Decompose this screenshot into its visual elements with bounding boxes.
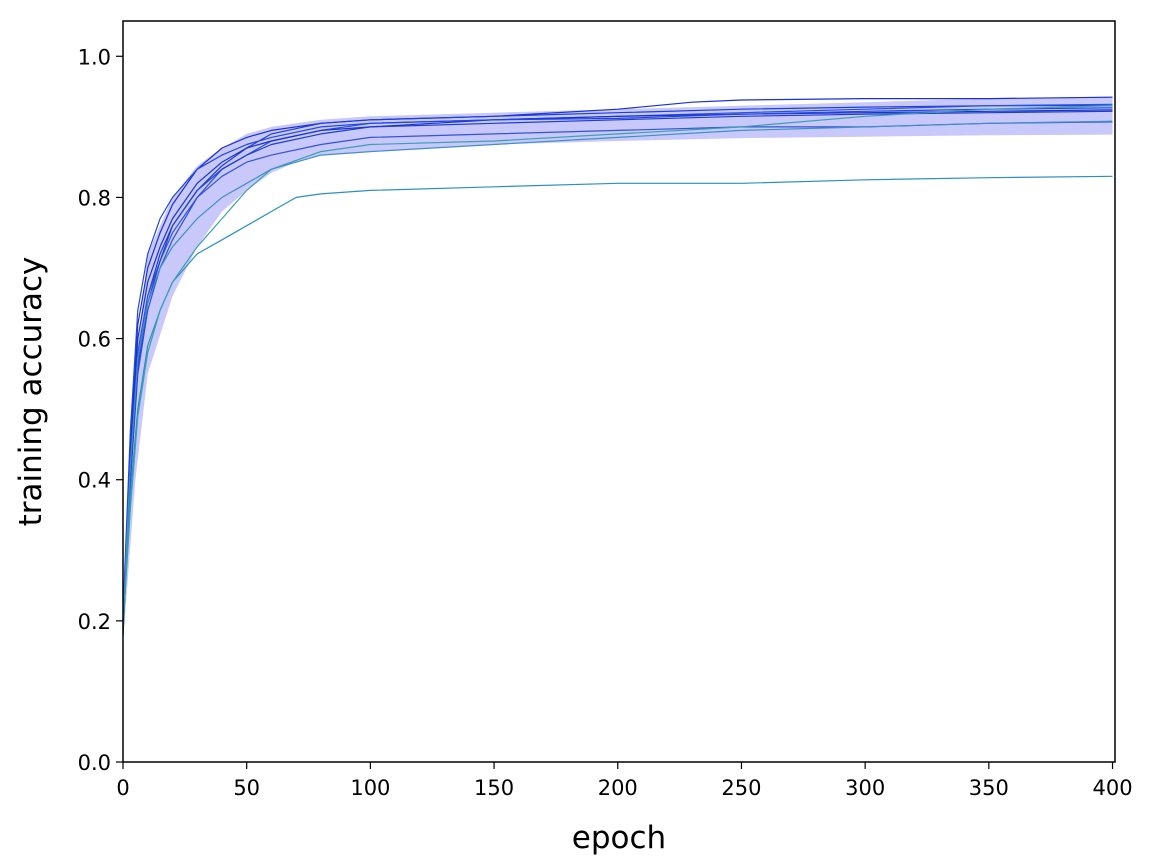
series-line-10 (122, 120, 1113, 621)
y-tick-label: 0.4 (78, 469, 111, 493)
series-line-6 (122, 121, 1113, 628)
y-axis-ticks: 0.0 0.2 0.4 0.6 0.8 1.0 (78, 45, 123, 775)
x-tick-label: 50 (233, 776, 260, 800)
x-tick-label: 300 (845, 776, 885, 800)
x-tick-label: 200 (598, 776, 638, 800)
series-line-9 (122, 105, 1113, 628)
series-line-8 (122, 175, 1113, 621)
series-line-1 (122, 96, 1113, 621)
plot-area (122, 96, 1113, 642)
x-tick-label: 400 (1092, 776, 1132, 800)
x-tick-label: 350 (969, 776, 1009, 800)
x-axis-label: epoch (572, 820, 666, 856)
y-tick-label: 0.2 (78, 610, 111, 634)
x-tick-label: 100 (350, 776, 390, 800)
y-tick-label: 1.0 (78, 45, 111, 69)
x-tick-label: 150 (474, 776, 514, 800)
x-tick-label: 250 (721, 776, 761, 800)
x-axis-ticks: 0 50 100 150 200 250 300 350 400 (116, 762, 1133, 800)
y-axis-label: training accuracy (13, 257, 49, 527)
x-tick-label: 0 (116, 776, 129, 800)
series-line-3 (122, 103, 1113, 636)
series-line-5 (122, 107, 1113, 614)
y-tick-label: 0.8 (78, 186, 111, 210)
std-band (123, 96, 1113, 642)
y-tick-label: 0.0 (78, 751, 111, 775)
axes-frame (122, 20, 1116, 763)
y-tick-label: 0.6 (78, 328, 111, 352)
